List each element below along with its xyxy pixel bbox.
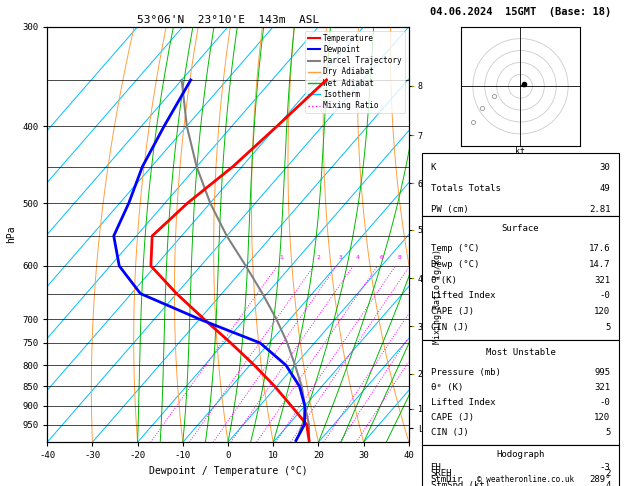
Bar — [423, 445, 619, 486]
Text: StmDir: StmDir — [430, 475, 463, 484]
Text: θᵉ(K): θᵉ(K) — [430, 276, 457, 285]
Text: Hodograph: Hodograph — [496, 450, 545, 459]
Y-axis label: km
ASL: km ASL — [428, 235, 443, 254]
Text: EH: EH — [430, 463, 442, 472]
Text: CAPE (J): CAPE (J) — [430, 307, 474, 316]
Text: CIN (J): CIN (J) — [430, 323, 468, 332]
Text: Totals Totals: Totals Totals — [430, 184, 501, 193]
Text: 2: 2 — [605, 469, 611, 478]
X-axis label: Dewpoint / Temperature (°C): Dewpoint / Temperature (°C) — [148, 466, 308, 476]
Text: -: - — [410, 225, 414, 235]
Text: -: - — [410, 274, 414, 283]
Title: 53°06'N  23°10'E  143m  ASL: 53°06'N 23°10'E 143m ASL — [137, 15, 319, 25]
Text: 5: 5 — [605, 428, 611, 437]
Text: K: K — [430, 163, 436, 173]
Bar — [423, 340, 619, 445]
Text: 5: 5 — [605, 323, 611, 332]
Text: StmSpd (kt): StmSpd (kt) — [430, 481, 489, 486]
Text: Pressure (mb): Pressure (mb) — [430, 367, 501, 377]
Text: 120: 120 — [594, 307, 611, 316]
Text: -0: -0 — [599, 291, 611, 300]
Y-axis label: hPa: hPa — [6, 226, 16, 243]
Bar — [423, 153, 619, 216]
Text: 1: 1 — [279, 255, 283, 260]
Text: -: - — [410, 321, 414, 331]
Text: Lifted Index: Lifted Index — [430, 291, 495, 300]
Text: -: - — [410, 369, 414, 379]
Text: -: - — [410, 178, 414, 188]
Text: -: - — [410, 404, 414, 414]
Text: 49: 49 — [599, 184, 611, 193]
Text: 04.06.2024  15GMT  (Base: 18): 04.06.2024 15GMT (Base: 18) — [430, 7, 611, 17]
Text: 289°: 289° — [589, 475, 611, 484]
Text: Most Unstable: Most Unstable — [486, 348, 555, 357]
Text: 995: 995 — [594, 367, 611, 377]
Text: 321: 321 — [594, 382, 611, 392]
Text: Temp (°C): Temp (°C) — [430, 244, 479, 253]
Text: CAPE (J): CAPE (J) — [430, 413, 474, 422]
Text: 3: 3 — [339, 255, 342, 260]
Text: 8: 8 — [398, 255, 401, 260]
Text: -: - — [410, 81, 414, 91]
Text: 4: 4 — [605, 481, 611, 486]
Text: 6: 6 — [380, 255, 384, 260]
Text: -: - — [410, 130, 414, 140]
Text: 2.81: 2.81 — [589, 206, 611, 214]
Text: 17.6: 17.6 — [589, 244, 611, 253]
Text: 14.7: 14.7 — [589, 260, 611, 269]
X-axis label: kt: kt — [516, 147, 525, 156]
Text: CIN (J): CIN (J) — [430, 428, 468, 437]
Text: PW (cm): PW (cm) — [430, 206, 468, 214]
Text: Lifted Index: Lifted Index — [430, 398, 495, 407]
Text: 2: 2 — [316, 255, 320, 260]
Text: 321: 321 — [594, 276, 611, 285]
Text: © weatheronline.co.uk: © weatheronline.co.uk — [477, 474, 574, 484]
Text: -0: -0 — [599, 398, 611, 407]
Text: Surface: Surface — [502, 224, 539, 233]
Bar — [423, 216, 619, 340]
Text: Mixing Ratio (g/kg): Mixing Ratio (g/kg) — [433, 249, 442, 344]
Text: -3: -3 — [599, 463, 611, 472]
Text: Dewp (°C): Dewp (°C) — [430, 260, 479, 269]
Text: 120: 120 — [594, 413, 611, 422]
Legend: Temperature, Dewpoint, Parcel Trajectory, Dry Adiabat, Wet Adiabat, Isotherm, Mi: Temperature, Dewpoint, Parcel Trajectory… — [305, 31, 405, 113]
Text: 4: 4 — [355, 255, 359, 260]
Text: SREH: SREH — [430, 469, 452, 478]
Text: θᵉ (K): θᵉ (K) — [430, 382, 463, 392]
Text: 30: 30 — [599, 163, 611, 173]
